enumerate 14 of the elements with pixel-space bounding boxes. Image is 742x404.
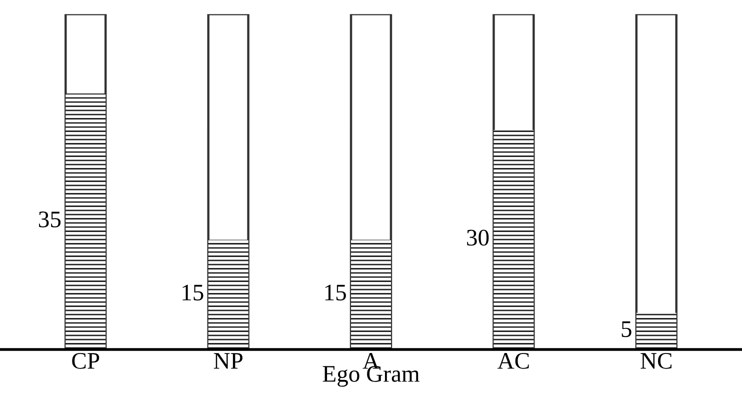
- x-tick-label: NP: [214, 353, 242, 369]
- data-label: 30: [467, 230, 489, 246]
- x-tick-label: NC: [640, 352, 672, 369]
- bar: [351, 240, 391, 350]
- x-tick-label: CP: [72, 352, 100, 369]
- x-tick-label: AC: [498, 352, 529, 369]
- data-label: 35: [38, 212, 61, 228]
- data-label: 15: [325, 284, 346, 301]
- data-label: 5: [622, 321, 632, 338]
- bar: [66, 93, 106, 350]
- data-label: 15: [182, 284, 204, 301]
- bar: [208, 240, 248, 350]
- bar: [494, 130, 534, 350]
- bar: [636, 312, 676, 350]
